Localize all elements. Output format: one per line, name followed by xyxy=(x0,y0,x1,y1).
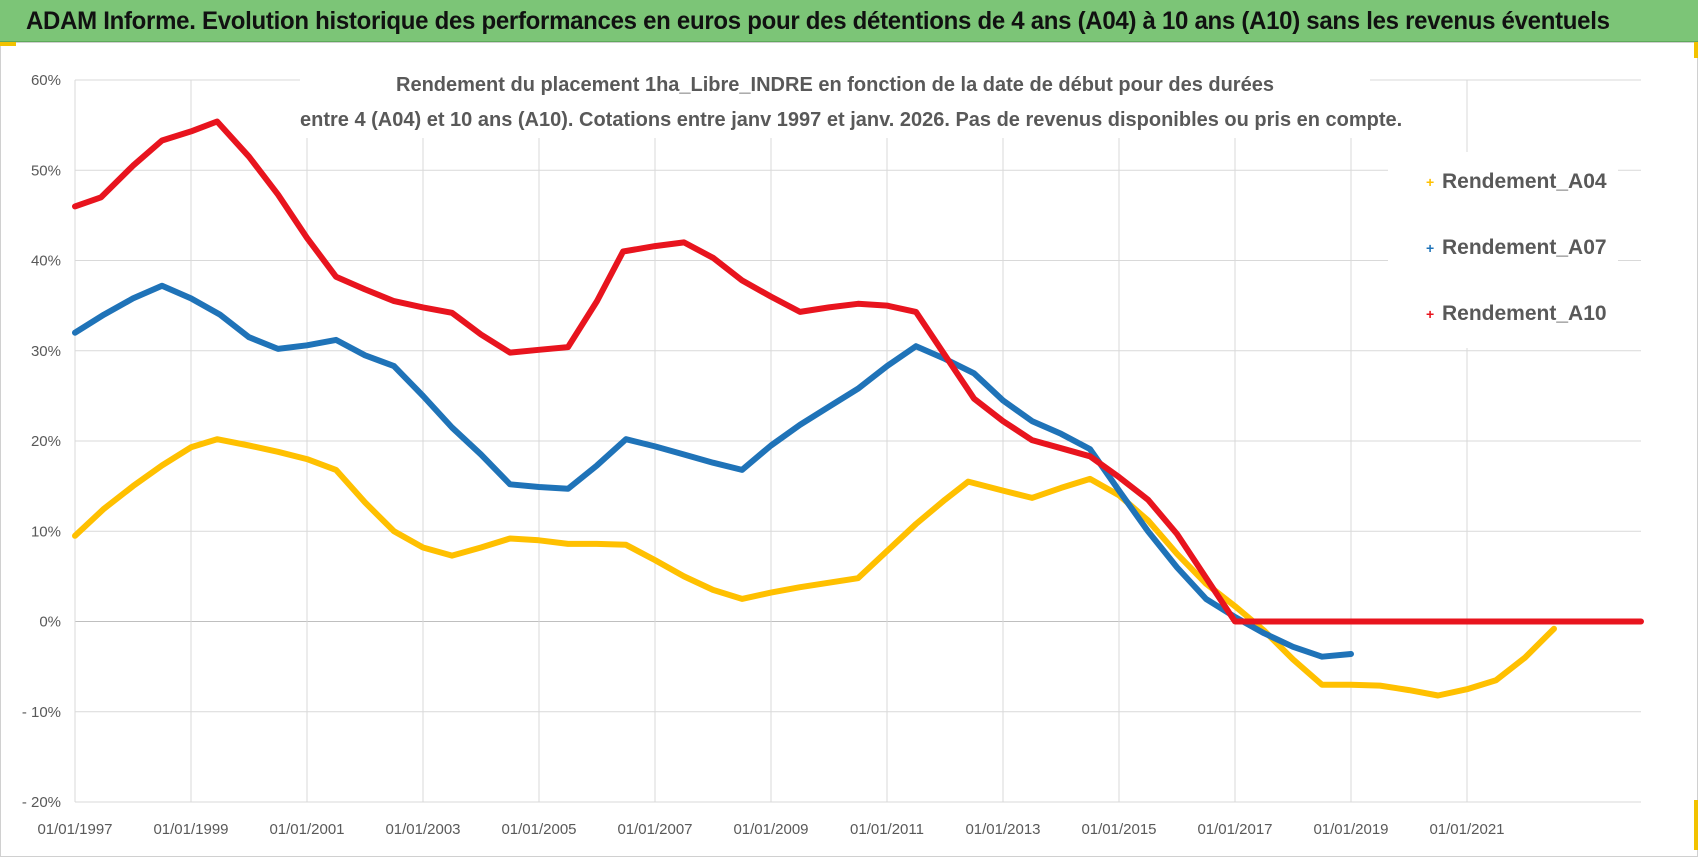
chart-title: Rendement du placement 1ha_Libre_INDRE e… xyxy=(300,68,1403,138)
x-tick-label: 01/01/2009 xyxy=(733,821,808,838)
series-line-rendement_a04 xyxy=(72,436,1557,699)
y-tick-label: 30% xyxy=(31,343,61,360)
x-tick-label: 01/01/2003 xyxy=(385,821,460,838)
x-tick-label: 01/01/2001 xyxy=(269,821,344,838)
x-tick-label: 01/01/2017 xyxy=(1197,821,1272,838)
legend-marker-a07: + xyxy=(1426,240,1435,256)
y-tick-label: 50% xyxy=(31,162,61,179)
chart-title-line-1: Rendement du placement 1ha_Libre_INDRE e… xyxy=(396,74,1274,96)
x-tick-label: 01/01/2013 xyxy=(965,821,1040,838)
page-title: ADAM Informe. Evolution historique des p… xyxy=(26,7,1610,35)
legend-label-a07: Rendement_A07 xyxy=(1442,236,1607,259)
x-tick-label: 01/01/2021 xyxy=(1429,821,1504,838)
y-tick-label: 10% xyxy=(31,523,61,540)
x-tick-label: 01/01/2019 xyxy=(1313,821,1388,838)
x-tick-label: 01/01/2005 xyxy=(501,821,576,838)
corner-accent-bottom-right xyxy=(1694,800,1698,850)
corner-accent-top-left xyxy=(0,42,16,46)
y-tick-label: 20% xyxy=(31,433,61,450)
y-tick-label: 0% xyxy=(39,614,61,631)
header-banner: ADAM Informe. Evolution historique des p… xyxy=(0,0,1698,42)
x-tick-label: 01/01/2015 xyxy=(1081,821,1156,838)
legend-label-a04: Rendement_A04 xyxy=(1442,170,1607,193)
corner-accent-top-right xyxy=(1694,42,1698,58)
legend-label-a10: Rendement_A10 xyxy=(1442,302,1607,325)
legend-marker-a04: + xyxy=(1426,174,1435,190)
y-tick-label: - 10% xyxy=(22,704,61,721)
x-tick-label: 01/01/1999 xyxy=(153,821,228,838)
x-tick-label: 01/01/2007 xyxy=(617,821,692,838)
chart-legend: + Rendement_A04 + Rendement_A07 + Rendem… xyxy=(1388,152,1618,348)
y-tick-label: 60% xyxy=(31,72,61,89)
x-tick-label: 01/01/2011 xyxy=(850,821,924,838)
series-line-rendement_a07 xyxy=(72,282,1354,660)
x-tick-label: 01/01/1997 xyxy=(37,821,112,838)
y-tick-label: - 20% xyxy=(22,794,61,811)
chart-title-line-2: entre 4 (A04) et 10 ans (A10). Cotations… xyxy=(300,109,1403,131)
series-line-rendement_a10 xyxy=(72,118,1644,625)
legend-marker-a10: + xyxy=(1426,306,1435,322)
y-tick-label: 40% xyxy=(31,253,61,270)
